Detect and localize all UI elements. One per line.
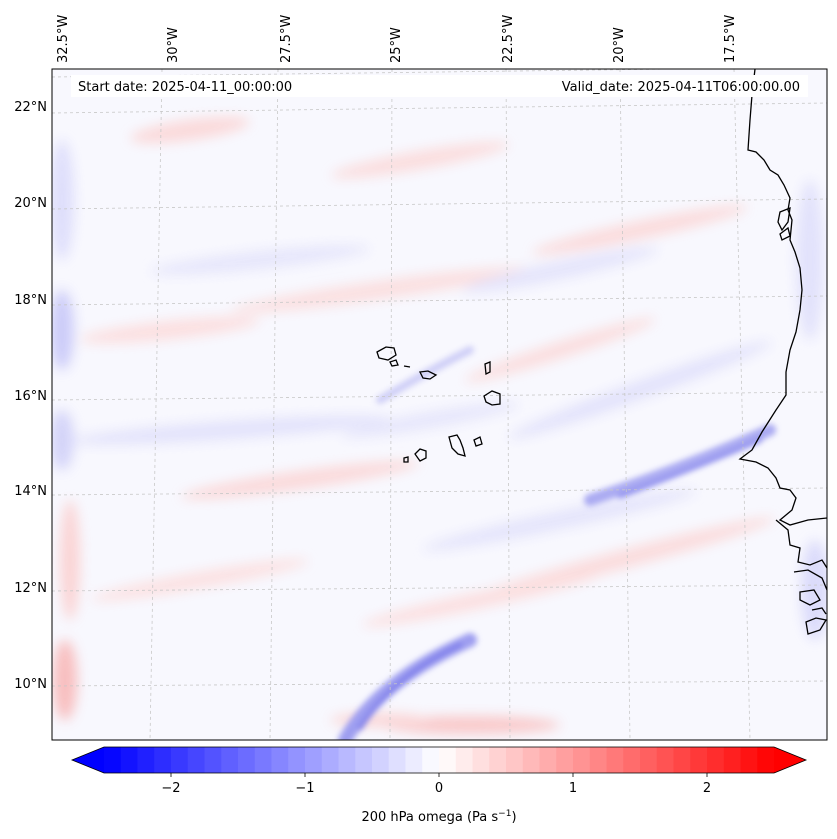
- header-box: [71, 75, 808, 97]
- latitude-labels: 22°N 20°N 18°N 16°N 14°N 12°N 10°N: [14, 100, 47, 692]
- colorbar-cell: [321, 747, 339, 773]
- colorbar-cell: [673, 747, 691, 773]
- island-maio: [473, 436, 483, 447]
- colorbar-cell: [422, 747, 440, 773]
- colorbar-low-extension: [72, 747, 104, 773]
- colorbar-cell: [238, 747, 256, 773]
- colorbar-high-extension: [774, 747, 806, 773]
- colorbar-cell: [405, 747, 423, 773]
- omega-field: [52, 117, 827, 740]
- colorbar-cell: [104, 747, 122, 773]
- colorbar-cell: [204, 747, 222, 773]
- colorbar-cell: [288, 747, 306, 773]
- colorbar-cell: [305, 747, 323, 773]
- colorbar-cell: [489, 747, 507, 773]
- colorbar-outline: [70, 746, 808, 774]
- lat-label-14n: 14°N: [14, 484, 47, 499]
- map-frame: [51, 68, 828, 741]
- african-coastline: [738, 69, 827, 526]
- longitude-labels: 32.5°W 30°W 27.5°W 25°W 22.5°W 20°W 17.5…: [56, 15, 738, 63]
- colorbar-cell: [640, 747, 658, 773]
- lat-label-10n: 10°N: [14, 677, 47, 692]
- colorbar-cell: [522, 747, 540, 773]
- colorbar-cells: [104, 747, 775, 773]
- colorbar-tick-label: 2: [703, 781, 711, 796]
- colorbar-cell: [254, 747, 272, 773]
- lat-label-20n: 20°N: [14, 196, 47, 211]
- lon-label-32-5w: 32.5°W: [56, 15, 71, 63]
- valid-date-label: Valid_date: 2025-04-11T06:00:00.00: [562, 80, 800, 95]
- map-background: [52, 69, 827, 740]
- lat-label-12n: 12°N: [14, 581, 47, 596]
- lat-label-22n: 22°N: [14, 100, 47, 115]
- colorbar-cell: [556, 747, 574, 773]
- lon-label-20w: 20°W: [612, 27, 627, 63]
- lat-label-18n: 18°N: [14, 293, 47, 308]
- lon-label-17-5w: 17.5°W: [723, 15, 738, 63]
- colorbar-tick-label: 1: [569, 781, 577, 796]
- colorbar-cell: [656, 747, 674, 773]
- colorbar-cell: [472, 747, 490, 773]
- lon-label-22-5w: 22.5°W: [501, 15, 516, 63]
- colorbar-cell: [171, 747, 189, 773]
- coastlines: [376, 69, 827, 635]
- colorbar-cell: [623, 747, 641, 773]
- colorbar-cell: [388, 747, 406, 773]
- colorbar-cell: [154, 747, 172, 773]
- colorbar-cell: [740, 747, 758, 773]
- colorbar-tick-label: 0: [435, 781, 443, 796]
- colorbar-cell: [187, 747, 205, 773]
- colorbar-cell: [757, 747, 775, 773]
- start-date-label: Start date: 2025-04-11_00:00:00: [78, 80, 292, 95]
- colorbar-cell: [221, 747, 239, 773]
- colorbar-cell: [707, 747, 725, 773]
- colorbar-cell: [120, 747, 138, 773]
- gridlines: [52, 69, 827, 740]
- colorbar-cell: [606, 747, 624, 773]
- colorbar-label: 200 hPa omega (Pa s−1): [361, 809, 516, 825]
- colorbar-cell: [723, 747, 741, 773]
- colorbar-ticks: −2 −1 0 1 2: [161, 773, 711, 796]
- colorbar-cell: [589, 747, 607, 773]
- colorbar-cell: [355, 747, 373, 773]
- lat-label-16n: 16°N: [14, 389, 47, 404]
- lon-label-30w: 30°W: [166, 27, 181, 63]
- colorbar-tick-label: −2: [161, 781, 180, 796]
- colorbar-cell: [372, 747, 390, 773]
- colorbar-cell: [690, 747, 708, 773]
- colorbar-cell: [573, 747, 591, 773]
- island-boa-vista: [483, 390, 501, 406]
- island-santo-antao: [376, 346, 397, 361]
- colorbar: −2 −1 0 1 2 200 hPa omega (Pa s−1): [70, 746, 808, 825]
- colorbar-cell: [137, 747, 155, 773]
- lon-label-25w: 25°W: [389, 27, 404, 63]
- colorbar-cell: [271, 747, 289, 773]
- colorbar-cell: [455, 747, 473, 773]
- colorbar-cell: [439, 747, 457, 773]
- lon-label-27-5w: 27.5°W: [279, 15, 294, 63]
- island-santiago: [448, 434, 466, 457]
- colorbar-cell: [338, 747, 356, 773]
- colorbar-cell: [539, 747, 557, 773]
- colorbar-cell: [506, 747, 524, 773]
- colorbar-tick-label: −1: [295, 781, 314, 796]
